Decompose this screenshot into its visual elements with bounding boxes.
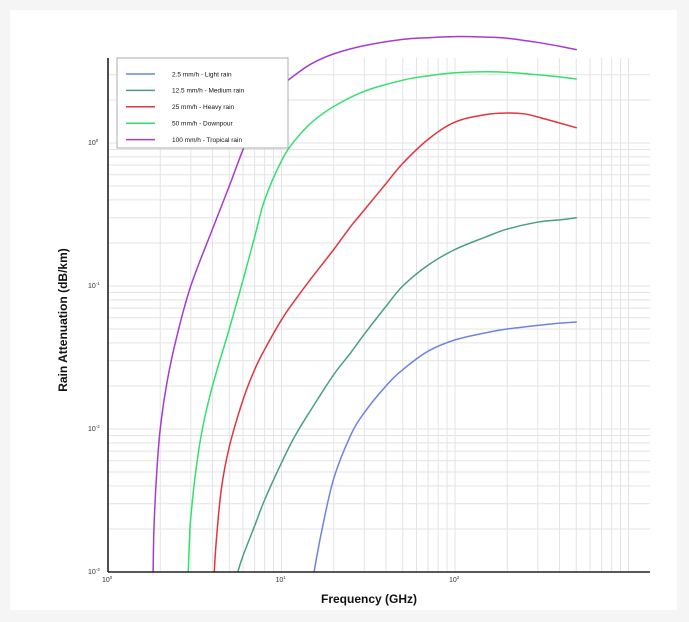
legend-label: 25 mm/h - Heavy rain bbox=[172, 104, 235, 111]
y-tick-label: 10-3 bbox=[88, 567, 100, 576]
x-tick-label: 100 bbox=[102, 575, 113, 584]
legend: 2.5 mm/h - Light rain 12.5 mm/h - Medium … bbox=[116, 57, 289, 149]
series-line-2 bbox=[237, 217, 578, 573]
axes bbox=[107, 58, 650, 573]
legend-label: 2.5 mm/h - Light rain bbox=[172, 71, 232, 78]
series-line-3 bbox=[213, 112, 578, 573]
legend-label: 50 mm/h - Downpour bbox=[172, 121, 234, 128]
x-tick-label: 102 bbox=[449, 575, 460, 584]
series-line-4 bbox=[187, 70, 578, 573]
y-tick-label: 10-1 bbox=[88, 281, 100, 290]
legend-box bbox=[116, 57, 289, 149]
legend-label: 100 mm/h - Tropical rain bbox=[172, 137, 242, 144]
series-line-1 bbox=[313, 321, 578, 573]
y-tick-label: 10-2 bbox=[88, 424, 100, 433]
y-tick-label: 100 bbox=[88, 138, 99, 147]
y-axis-title: Rain Attenuation (dB/km) bbox=[56, 248, 70, 392]
series-layer bbox=[152, 35, 578, 573]
x-tick-label: 101 bbox=[276, 575, 287, 584]
legend-label: 12.5 mm/h - Medium rain bbox=[172, 88, 245, 95]
tick-labels: 100 101 102 10-3 10-2 10-1 100 bbox=[88, 138, 460, 584]
x-axis-title: Frequency (GHz) bbox=[321, 592, 417, 606]
